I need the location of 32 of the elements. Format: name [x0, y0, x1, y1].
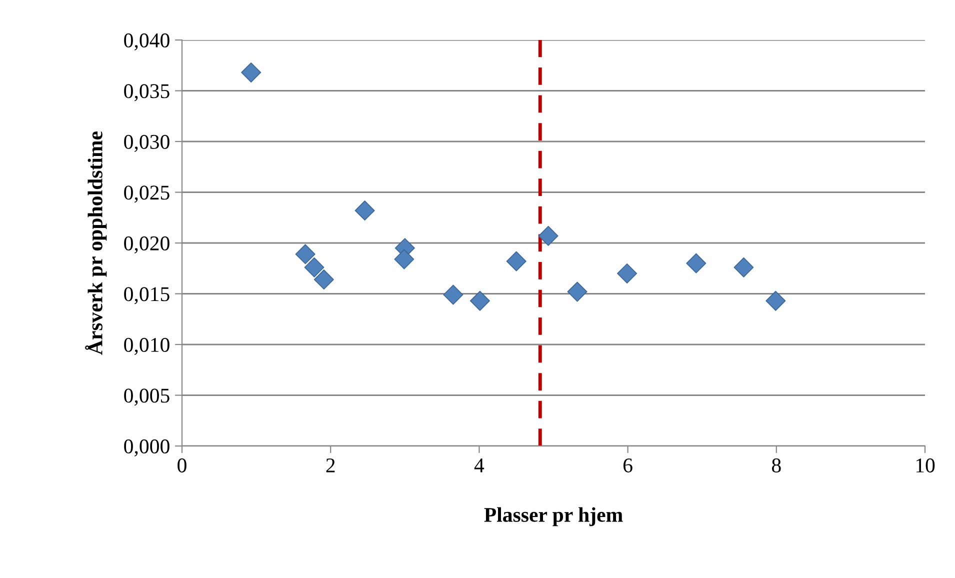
y-tick-label: 0,025	[124, 186, 170, 203]
x-tick-label: 10	[916, 458, 935, 472]
point	[538, 226, 558, 246]
point	[314, 270, 334, 290]
point	[686, 253, 706, 274]
point	[304, 257, 324, 278]
y-tick-label: 0,035	[124, 84, 170, 102]
y-tick-label: 0,005	[124, 388, 170, 406]
y-tick-label: 0,030	[124, 134, 170, 152]
point	[295, 244, 316, 264]
y-tick-label: 0,000	[124, 439, 170, 456]
x-tick-label: 4	[474, 458, 484, 472]
point	[354, 200, 375, 221]
y-tick-label: 0,020	[124, 236, 170, 254]
x-tick-label: 0	[178, 458, 186, 472]
point	[506, 251, 526, 272]
point	[617, 263, 638, 284]
point	[443, 284, 464, 305]
point	[734, 257, 754, 278]
x-axis-title: Plasser pr hjem	[484, 507, 623, 526]
y-tick-label: 0,010	[124, 338, 170, 355]
point	[394, 249, 414, 270]
x-tick-label: 8	[772, 458, 781, 472]
point	[470, 290, 490, 311]
y-tick-label: 0,040	[124, 33, 170, 50]
point	[241, 62, 262, 82]
x-tick-label: 2	[326, 458, 335, 472]
point	[766, 290, 786, 311]
x-tick-label: 6	[623, 458, 632, 472]
y-tick-label: 0,015	[124, 287, 170, 304]
y-axis-title: Årsverk pr oppholdstime	[85, 131, 107, 355]
point	[567, 282, 588, 302]
